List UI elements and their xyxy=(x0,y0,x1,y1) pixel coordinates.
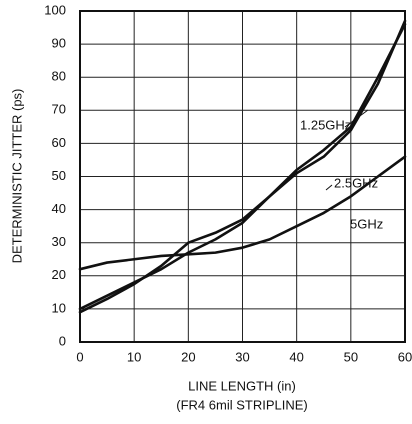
x-tick-label: 0 xyxy=(76,349,83,364)
series-label: 5GHz xyxy=(350,216,383,231)
plot-frame xyxy=(79,10,406,343)
y-tick-label: 30 xyxy=(52,234,66,249)
series-label: 2.5GHz xyxy=(334,175,378,190)
y-tick-label: 10 xyxy=(52,300,66,315)
x-tick-label: 60 xyxy=(398,349,412,364)
line-series xyxy=(78,19,407,314)
y-tick-label: 70 xyxy=(52,102,66,117)
y-tick-label: 20 xyxy=(52,267,66,282)
y-tick-label: 90 xyxy=(52,36,66,51)
series-label: 1.25GHz xyxy=(300,117,351,132)
x-axis-note: (FR4 6mil STRIPLINE) xyxy=(176,397,307,412)
x-axis-label: LINE LENGTH (in) xyxy=(188,378,296,393)
y-axis-label: DETERMINISTIC JITTER (ps) xyxy=(9,89,24,264)
y-tick-label: 100 xyxy=(44,2,66,17)
line-series xyxy=(78,22,407,311)
x-tick-label: 50 xyxy=(344,349,358,364)
y-tick-label: 80 xyxy=(52,69,66,84)
x-tick-label: 40 xyxy=(289,349,303,364)
leader-line xyxy=(325,184,333,191)
y-tick-label: 60 xyxy=(52,135,66,150)
x-tick-label: 10 xyxy=(127,349,141,364)
x-tick-label: 30 xyxy=(235,349,249,364)
x-tick-label: 20 xyxy=(181,349,195,364)
y-tick-label: 50 xyxy=(52,168,66,183)
y-tick-label: 0 xyxy=(59,333,66,348)
line-series xyxy=(78,155,407,271)
y-tick-label: 40 xyxy=(52,201,66,216)
